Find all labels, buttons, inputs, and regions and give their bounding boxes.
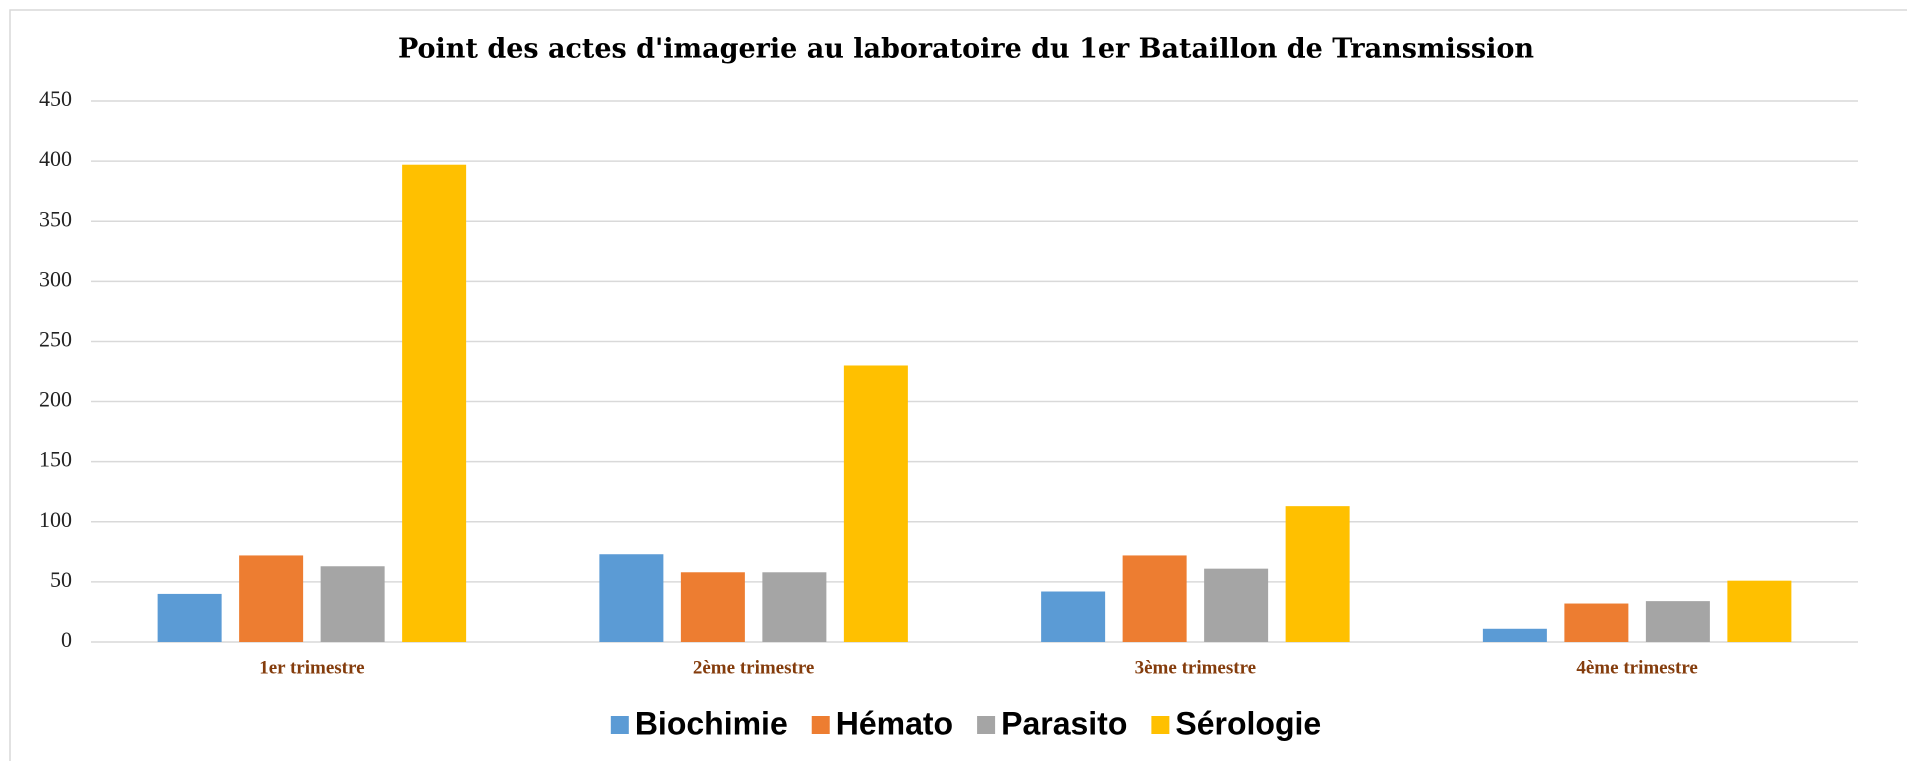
legend-label: Sérologie xyxy=(1175,705,1321,741)
y-tick-label: 50 xyxy=(50,567,72,592)
bar xyxy=(402,164,467,642)
bar xyxy=(320,566,385,642)
x-tick-label: 4ème trimestre xyxy=(1576,657,1698,678)
y-tick-label: 400 xyxy=(39,146,72,171)
bar xyxy=(843,365,908,642)
y-tick-label: 450 xyxy=(39,86,72,111)
legend-label: Biochimie xyxy=(635,705,788,741)
bar xyxy=(1482,628,1547,642)
y-tick-label: 150 xyxy=(39,447,72,472)
y-tick-label: 250 xyxy=(39,326,72,351)
bar xyxy=(1564,603,1629,642)
y-tick-label: 350 xyxy=(39,206,72,231)
legend-label: Hémato xyxy=(836,705,953,741)
bar xyxy=(680,572,745,642)
bar xyxy=(599,554,664,642)
bar xyxy=(1727,580,1792,642)
bar xyxy=(239,555,304,642)
y-tick-label: 300 xyxy=(39,266,72,291)
y-tick-label: 0 xyxy=(61,627,72,652)
bar xyxy=(1285,506,1350,642)
x-tick-label: 3ème trimestre xyxy=(1135,657,1257,678)
legend-swatch xyxy=(977,716,996,734)
legend-label: Parasito xyxy=(1001,705,1127,741)
bar xyxy=(157,593,222,642)
legend-swatch xyxy=(610,716,629,734)
bar xyxy=(1645,601,1710,642)
y-tick-label: 200 xyxy=(39,387,72,412)
legend-swatch xyxy=(1151,716,1170,734)
x-tick-label: 1er trimestre xyxy=(259,657,364,678)
bar xyxy=(1041,591,1106,642)
chart-title: Point des actes d'imagerie au laboratoir… xyxy=(398,34,1534,65)
legend-swatch xyxy=(811,716,830,734)
chart-frame xyxy=(9,9,1907,761)
bar xyxy=(1122,555,1187,642)
bar xyxy=(762,572,827,642)
x-tick-label: 2ème trimestre xyxy=(693,657,815,678)
bar xyxy=(1204,568,1269,642)
y-tick-label: 100 xyxy=(39,507,72,532)
